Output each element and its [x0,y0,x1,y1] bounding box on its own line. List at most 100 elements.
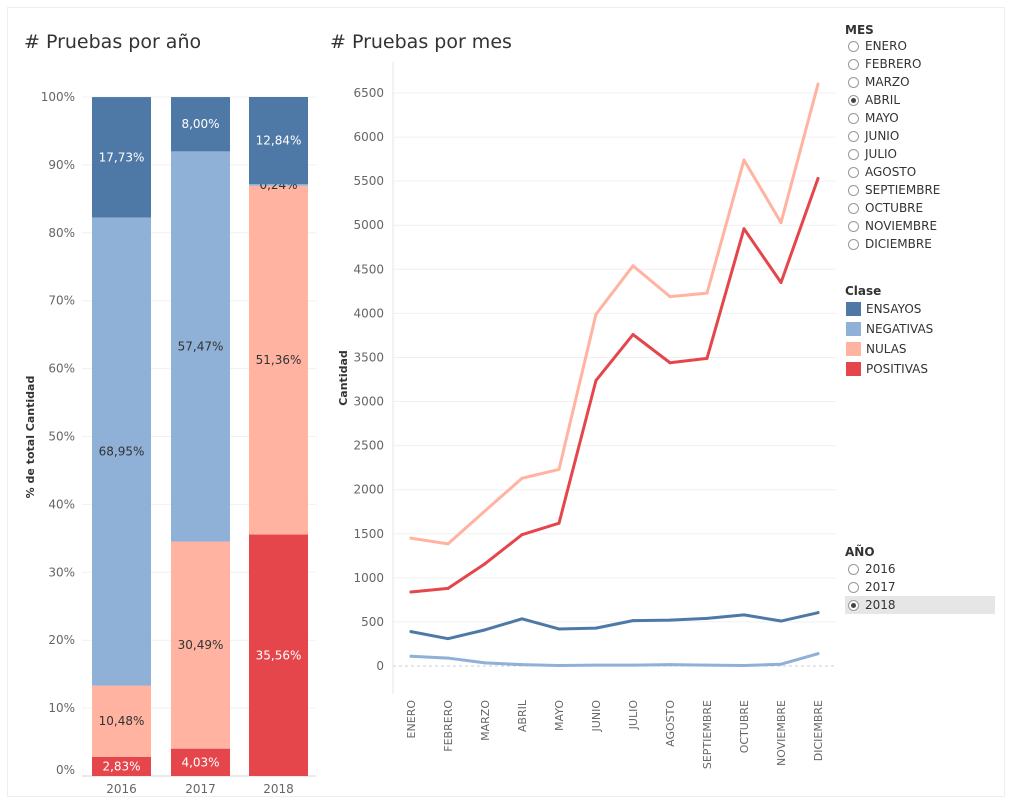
mes-option-junio[interactable]: JUNIO [848,127,899,145]
y-tick-label: 20% [48,633,75,647]
y-axis-label: % de total Cantidad [24,376,37,499]
radio-icon[interactable] [848,581,859,593]
y-tick-label: 50% [48,430,75,444]
legend-item-positivas[interactable]: POSITIVAS [846,360,928,378]
y-tick-label: 80% [48,226,75,240]
x-tick-label: 2018 [263,782,294,796]
anio-option-label: 2018 [865,598,896,612]
anio-option-label: 2016 [865,562,896,576]
bar-data-label: 2,83% [102,759,140,773]
bar-data-label: 51,36% [256,353,302,367]
legend-label: NULAS [866,342,907,356]
x-tick-label: 2016 [106,782,137,796]
mes-option-label: MAYO [865,111,899,125]
mes-option-label: DICIEMBRE [865,237,932,251]
radio-icon[interactable] [848,599,859,611]
legend-title: Clase [845,284,882,298]
y-tick-label: 60% [48,362,75,376]
legend-label: POSITIVAS [866,362,928,376]
bar-data-label: 8,00% [181,117,219,131]
mes-option-label: JULIO [865,147,897,161]
radio-icon[interactable] [848,58,859,70]
bar-segment [171,151,230,542]
y-tick-label: 100% [41,90,75,104]
radio-icon[interactable] [848,220,859,232]
bar-data-label: 4,03% [181,755,219,769]
bar-segment [92,685,151,757]
radio-icon[interactable] [848,94,859,106]
bar-data-label: 35,56% [256,648,302,662]
radio-icon[interactable] [848,202,859,214]
radio-icon[interactable] [848,148,859,160]
legend-item-ensayos[interactable]: ENSAYOS [846,300,921,318]
mes-option-label: FEBRERO [865,57,922,71]
anio-option-2018[interactable]: 2018 [848,596,896,614]
mes-option-octubre[interactable]: OCTUBRE [848,199,923,217]
mes-option-label: ABRIL [865,93,901,107]
x-tick-label: 2017 [185,782,216,796]
mes-option-agosto[interactable]: AGOSTO [848,163,916,181]
y-tick-label: 70% [48,294,75,308]
anio-option-2016[interactable]: 2016 [848,560,896,578]
radio-icon[interactable] [848,40,859,52]
mes-option-mayo[interactable]: MAYO [848,109,899,127]
chart-title-by-month: # Pruebas por mes [330,31,512,53]
bar-segment [249,184,308,186]
bar-data-label: 57,47% [178,339,224,353]
selected-year-highlight [845,596,995,614]
y-tick-label: 0% [56,763,75,777]
bar-segment [249,534,308,776]
legend-item-nulas[interactable]: NULAS [846,340,907,358]
mes-option-marzo[interactable]: MARZO [848,73,910,91]
dashboard-frame [7,7,1005,797]
mes-option-enero[interactable]: ENERO [848,37,907,55]
bar-segment [249,97,308,185]
y-tick-label: 30% [48,565,75,579]
bar-segment [92,756,151,776]
mes-option-abril[interactable]: ABRIL [848,91,900,109]
bar-data-label: 30,49% [178,638,224,652]
legend-swatch [846,302,861,316]
mes-option-label: NOVIEMBRE [865,219,938,233]
radio-icon[interactable] [848,130,859,142]
bar-segment [249,185,308,535]
mes-option-diciembre[interactable]: DICIEMBRE [848,235,932,253]
legend-swatch [846,322,861,336]
legend-item-negativas[interactable]: NEGATIVAS [846,320,933,338]
bar-data-label: 10,48% [99,714,145,728]
mes-option-noviembre[interactable]: NOVIEMBRE [848,217,937,235]
radio-icon[interactable] [848,563,859,575]
legend-swatch [846,362,861,376]
bar-segment [171,748,230,776]
mes-option-label: SEPTIEMBRE [865,183,941,197]
bar-chart-by-year: % de total Cantidad 0% 10% 20% 30% 40% 50% 60% 7… [24,90,316,796]
bar-data-label: 17,73% [99,150,145,164]
legend-label: ENSAYOS [866,302,922,316]
radio-icon[interactable] [848,184,859,196]
anio-filter-title: AÑO [845,545,875,559]
mes-option-label: MARZO [865,75,910,89]
y-tick-label: 40% [48,497,75,511]
mes-option-julio[interactable]: JULIO [848,145,897,163]
anio-option-2017[interactable]: 2017 [848,578,896,596]
bar-segment [92,97,151,218]
bar-segment [171,541,230,749]
y-tick-label: 10% [48,701,75,715]
legend-label: NEGATIVAS [866,322,934,336]
anio-option-label: 2017 [865,580,896,594]
mes-option-label: JUNIO [865,129,900,143]
bar-segment [171,97,230,152]
mes-filter-title: MES [845,23,874,37]
bar-data-label: 12,84% [256,134,302,148]
mes-option-febrero[interactable]: FEBRERO [848,55,921,73]
mes-option-septiembre[interactable]: SEPTIEMBRE [848,181,940,199]
radio-icon[interactable] [848,76,859,88]
legend-swatch [846,342,861,356]
mes-option-label: OCTUBRE [865,201,924,215]
chart-title-by-year: # Pruebas por año [24,31,202,53]
radio-icon[interactable] [848,238,859,250]
radio-icon[interactable] [848,166,859,178]
mes-option-label: ENERO [865,39,907,53]
mes-option-label: AGOSTO [865,165,917,179]
radio-icon[interactable] [848,112,859,124]
